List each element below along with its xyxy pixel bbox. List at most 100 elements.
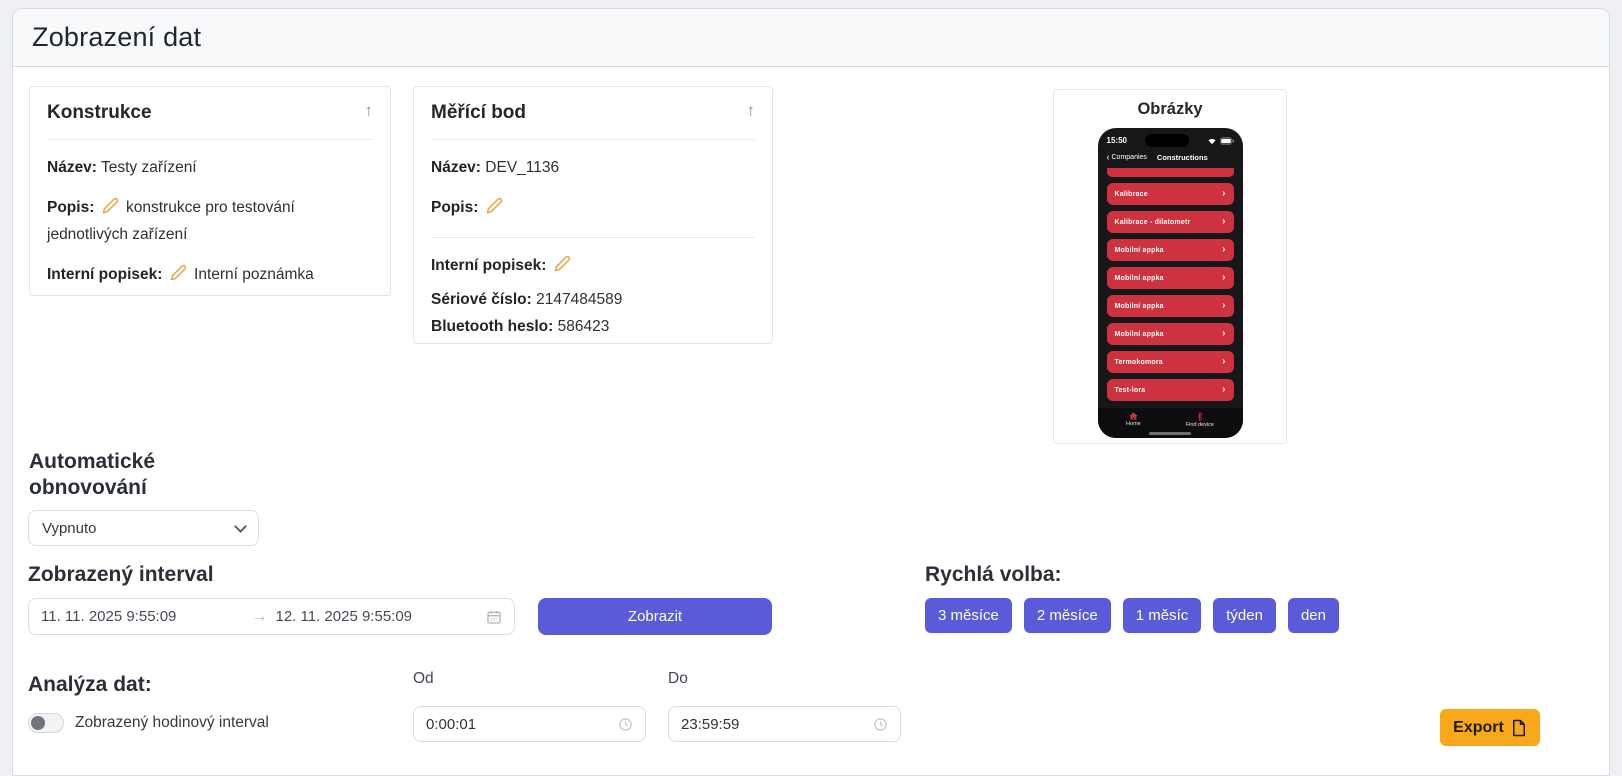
- serial-label: Sériové číslo:: [431, 290, 532, 308]
- export-button[interactable]: Export: [1440, 709, 1540, 746]
- chevron-right-icon: ›: [1222, 272, 1226, 283]
- description-label: Popis:: [431, 198, 479, 216]
- quick-select-row: 3 měsíce 2 měsíce 1 měsíc týden den: [925, 598, 1339, 633]
- konstrukce-card: Konstrukce ↑ Název: Testy zařízení Popis…: [29, 86, 391, 296]
- chevron-right-icon: ›: [1222, 300, 1226, 311]
- clock-icon: [619, 717, 632, 731]
- name-label: Název:: [431, 159, 481, 176]
- serial-value: 2147484589: [536, 290, 623, 308]
- toggle-knob: [31, 716, 45, 730]
- phone-status-icons: [1207, 137, 1234, 145]
- hourly-interval-toggle[interactable]: [28, 713, 64, 733]
- interval-heading: Zobrazený interval: [28, 563, 214, 586]
- range-arrow-icon: →: [251, 607, 268, 625]
- phone-back-button[interactable]: ‹ Companies: [1107, 153, 1147, 162]
- edit-pencil-icon[interactable]: [170, 264, 187, 290]
- back-label: Companies: [1111, 154, 1147, 161]
- list-item[interactable]: Mobilní appka ›: [1106, 239, 1234, 261]
- dynamic-island: [1144, 134, 1189, 147]
- internal-label: Interní popisek:: [47, 265, 163, 283]
- chevron-right-icon: ›: [1222, 384, 1226, 395]
- chevron-right-icon: ›: [1222, 216, 1226, 227]
- edit-pencil-icon[interactable]: [486, 197, 503, 223]
- bluetooth-label: Bluetooth heslo:: [431, 318, 554, 336]
- name-label: Název:: [47, 159, 97, 176]
- date-range-picker[interactable]: 11. 11. 2025 9:55:09 → 12. 11. 2025 9:55…: [28, 598, 515, 635]
- merici-serial-row: Sériové číslo: 2147484589: [431, 287, 755, 313]
- hourly-interval-label: Zobrazený hodinový interval: [75, 714, 269, 731]
- phone-construction-list: Kalibrace › Kalibrace - dilatometr › Mob…: [1098, 168, 1243, 401]
- list-item-label: Mobilní appka: [1114, 330, 1164, 338]
- name-value: Testy zařízení: [101, 159, 197, 176]
- to-time-input[interactable]: 23:59:59: [668, 706, 901, 742]
- tab-find-device[interactable]: Find device: [1186, 412, 1214, 428]
- list-item[interactable]: Mobilní appka ›: [1106, 323, 1234, 345]
- quick-3-months-button[interactable]: 3 měsíce: [925, 598, 1012, 633]
- edit-pencil-icon[interactable]: [554, 255, 571, 281]
- list-item-partial: [1106, 168, 1234, 177]
- show-button[interactable]: Zobrazit: [538, 598, 772, 635]
- clock-icon: [874, 717, 887, 731]
- name-value: DEV_1136: [485, 159, 560, 176]
- quick-2-months-button[interactable]: 2 měsíce: [1023, 598, 1111, 633]
- list-item[interactable]: Kalibrace ›: [1106, 183, 1234, 205]
- konstrukce-card-title: Konstrukce: [47, 102, 152, 123]
- main-panel: Zobrazení dat Konstrukce ↑ Název: Testy …: [12, 8, 1610, 776]
- images-card-title: Obrázky: [1137, 100, 1203, 118]
- phone-time: 15:50: [1106, 136, 1127, 145]
- images-card: Obrázky 15:50 ‹ Companies Constructions: [1053, 89, 1287, 444]
- edit-pencil-icon[interactable]: [102, 197, 119, 223]
- list-item-label: Kalibrace: [1114, 190, 1148, 198]
- list-item-label: Mobilní appka: [1114, 302, 1164, 310]
- tab-home-label: Home: [1126, 421, 1141, 427]
- description-label: Popis:: [47, 198, 95, 216]
- tab-find-label: Find device: [1185, 422, 1214, 428]
- battery-icon: [1219, 137, 1234, 144]
- date-to-input[interactable]: 12. 11. 2025 9:55:09: [275, 608, 413, 625]
- to-time-label: Do: [668, 670, 688, 687]
- merici-name-row: Název: DEV_1136: [431, 155, 755, 181]
- phone-nav-bar: ‹ Companies Constructions: [1098, 149, 1243, 168]
- list-item-label: Kalibrace - dilatometr: [1114, 218, 1191, 226]
- file-icon: [1512, 719, 1525, 736]
- scroll-top-icon[interactable]: ↑: [364, 101, 374, 120]
- calendar-icon: [487, 610, 501, 624]
- description-value: konstrukce pro testování jednotlivých za…: [47, 198, 295, 244]
- auto-refresh-heading: Automatické obnovování: [29, 450, 156, 500]
- date-from-input[interactable]: 11. 11. 2025 9:55:09: [41, 608, 177, 625]
- list-item[interactable]: Mobilní appka ›: [1106, 295, 1234, 317]
- quick-1-month-button[interactable]: 1 měsíc: [1122, 598, 1202, 633]
- hourly-interval-toggle-row: Zobrazený hodinový interval: [28, 713, 269, 733]
- divider: [47, 139, 373, 140]
- list-item-label: Test-lora: [1114, 386, 1146, 394]
- quick-day-button[interactable]: den: [1287, 598, 1339, 633]
- bluetooth-value: 586423: [557, 318, 610, 336]
- bluetooth-icon: [1198, 412, 1203, 421]
- list-item[interactable]: Termokomora ›: [1106, 351, 1234, 373]
- quick-select-heading: Rychlá volba:: [925, 563, 1062, 586]
- merici-bod-card: Měřící bod ↑ Název: DEV_1136 Popis: Inte…: [413, 86, 773, 344]
- merici-bluetooth-row: Bluetooth heslo: 586423: [431, 314, 755, 340]
- merici-bod-card-title: Měřící bod: [431, 102, 527, 123]
- list-item[interactable]: Mobilní appka ›: [1106, 267, 1234, 289]
- auto-refresh-value: Vypnuto: [42, 519, 97, 537]
- quick-week-button[interactable]: týden: [1213, 598, 1276, 633]
- scroll-top-icon[interactable]: ↑: [746, 101, 756, 120]
- konstrukce-description-row: Popis: konstrukce pro testování jednotli…: [47, 195, 373, 248]
- internal-value: Interní poznámka: [194, 265, 314, 283]
- from-time-input[interactable]: 0:00:01: [413, 706, 646, 742]
- chevron-right-icon: ›: [1222, 188, 1226, 199]
- divider: [431, 139, 755, 140]
- merici-description-row: Popis:: [431, 195, 755, 223]
- page-header: Zobrazení dat: [13, 9, 1609, 67]
- phone-screenshot[interactable]: 15:50 ‹ Companies Constructions: [1097, 128, 1243, 438]
- tab-home[interactable]: Home: [1126, 412, 1141, 427]
- phone-screen-title: Constructions: [1156, 153, 1208, 162]
- internal-label: Interní popisek:: [431, 257, 547, 275]
- auto-refresh-select[interactable]: Vypnuto: [28, 510, 259, 546]
- list-item[interactable]: Kalibrace - dilatometr ›: [1106, 211, 1234, 233]
- konstrukce-name-row: Název: Testy zařízení: [47, 155, 373, 181]
- list-item[interactable]: Test-lora ›: [1106, 379, 1234, 401]
- phone-status-bar: 15:50: [1098, 128, 1243, 149]
